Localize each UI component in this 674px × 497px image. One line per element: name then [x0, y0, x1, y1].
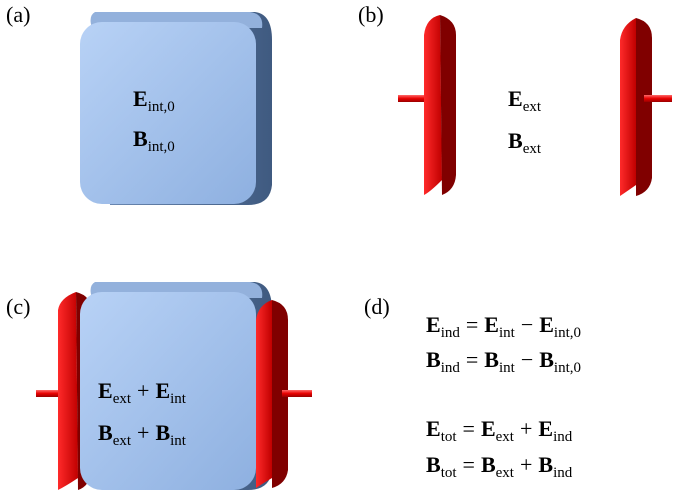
- subscript: int,0: [148, 99, 175, 115]
- subscript: int: [170, 433, 187, 449]
- symbol: E: [426, 416, 441, 441]
- operator: +: [137, 420, 149, 445]
- equation: Eext + Eint: [98, 378, 187, 407]
- subscript: ext: [496, 429, 515, 445]
- operator: −: [521, 312, 533, 337]
- subscript: int: [499, 325, 516, 341]
- subscript: int: [170, 391, 187, 407]
- symbol: B: [155, 420, 170, 445]
- symbol: E: [539, 312, 554, 337]
- equation: Eind = Eint − Eint,0: [426, 312, 581, 341]
- symbol: E: [508, 86, 523, 111]
- subscript: ind: [441, 325, 461, 341]
- operator: +: [520, 452, 532, 477]
- equation: Bext: [508, 128, 542, 157]
- equation: Etot = Eext + Eind: [426, 416, 573, 445]
- symbol: E: [481, 416, 496, 441]
- subscript: int,0: [554, 360, 581, 376]
- equation: Eint,0: [133, 86, 175, 115]
- symbol: E: [133, 86, 148, 111]
- symbol: E: [98, 378, 113, 403]
- symbol: B: [98, 420, 113, 445]
- subscript: int,0: [148, 139, 175, 155]
- subscript: int,0: [554, 325, 581, 341]
- symbol: E: [538, 416, 553, 441]
- symbol: B: [481, 452, 496, 477]
- subscript: ind: [441, 360, 461, 376]
- cube: [80, 12, 272, 205]
- symbol: E: [426, 312, 441, 337]
- operator: =: [463, 452, 475, 477]
- symbol: B: [508, 128, 523, 153]
- symbol: B: [539, 347, 554, 372]
- panel-label: (d): [364, 294, 390, 319]
- equation: Bext + Bint: [98, 420, 187, 449]
- symbol: E: [155, 378, 170, 403]
- operator: =: [466, 347, 478, 372]
- symbol: B: [426, 452, 441, 477]
- subscript: tot: [441, 429, 458, 445]
- subscript: ind: [553, 429, 573, 445]
- operator: =: [466, 312, 478, 337]
- equation: Bint,0: [133, 126, 175, 155]
- symbol: B: [133, 126, 148, 151]
- equation: Bind = Bint − Bint,0: [426, 347, 581, 376]
- cube-with-plates: [36, 282, 312, 490]
- symbol: B: [538, 452, 553, 477]
- symbol: B: [426, 347, 441, 372]
- panel-label: (a): [6, 2, 30, 27]
- subscript: ext: [496, 465, 515, 481]
- subscript: ext: [113, 391, 132, 407]
- subscript: ext: [523, 141, 542, 157]
- subscript: ext: [523, 99, 542, 115]
- capacitor-plates: [398, 15, 672, 196]
- symbol: E: [484, 312, 499, 337]
- subscript: tot: [441, 465, 458, 481]
- symbol: B: [484, 347, 499, 372]
- equation: Btot = Bext + Bind: [426, 452, 573, 481]
- operator: +: [520, 416, 532, 441]
- panel-label: (c): [6, 294, 30, 319]
- subscript: int: [499, 360, 516, 376]
- panel-label: (b): [358, 2, 384, 27]
- subscript: ind: [553, 465, 573, 481]
- equation: Eext: [508, 86, 542, 115]
- subscript: ext: [113, 433, 132, 449]
- operator: =: [463, 416, 475, 441]
- operator: +: [137, 378, 149, 403]
- operator: −: [521, 347, 533, 372]
